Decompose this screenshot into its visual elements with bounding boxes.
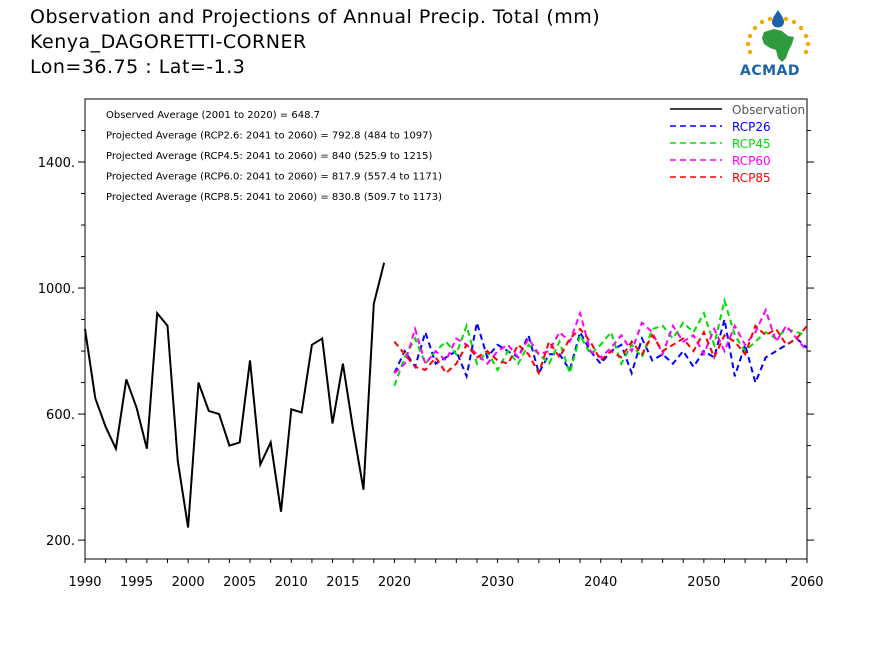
x-tick-label: 2050 (687, 575, 720, 590)
plot-frame (84, 98, 808, 560)
x-tick-label: 2060 (790, 575, 823, 590)
annotation-line: Observed Average (2001 to 2020) = 648.7 (106, 110, 320, 121)
annotation-line: Projected Average (RCP4.5: 2041 to 2060)… (106, 151, 433, 162)
series-rcp45 (393, 296, 808, 387)
series-rcp60 (393, 307, 808, 374)
acmad-logo-icon (745, 10, 811, 62)
y-tick-label: 1400. (38, 156, 75, 171)
annotations: Observed Average (2001 to 2020) = 648.7 P… (106, 110, 442, 203)
legend-label: Observation (732, 103, 805, 117)
axis-ticks (78, 130, 814, 563)
series-lines (84, 262, 808, 528)
legend-label: RCP85 (732, 171, 771, 185)
series-observation (84, 262, 386, 528)
x-tick-labels: 1990 1995 2000 2005 2010 2015 2020 2030 2040 2050… (68, 575, 823, 590)
x-tick-label: 2020 (378, 575, 411, 590)
annotation-line: Projected Average (RCP8.5: 2041 to 2060)… (106, 192, 442, 203)
station-coordinates: Lon=36.75 : Lat=-1.3 (30, 56, 246, 78)
x-tick-label: 2030 (481, 575, 514, 590)
x-tick-label: 2015 (326, 575, 359, 590)
x-tick-label: 2010 (275, 575, 308, 590)
series-rcp26 (393, 319, 808, 386)
y-tick-labels: 200. 600. 1000. 1400. (38, 156, 75, 549)
x-tick-label: 2005 (223, 575, 256, 590)
legend: Observation RCP26 RCP45 RCP60 RCP85 (670, 103, 805, 185)
x-tick-label: 1995 (120, 575, 153, 590)
x-tick-label: 2000 (172, 575, 205, 590)
series-rcp85 (393, 324, 808, 376)
legend-label: RCP26 (732, 120, 771, 134)
legend-label: RCP45 (732, 137, 771, 151)
logo-text: ACMAD (740, 63, 800, 79)
annotation-line: Projected Average (RCP6.0: 2041 to 2060)… (106, 172, 442, 183)
y-tick-label: 600. (46, 408, 75, 423)
y-tick-label: 200. (46, 534, 75, 549)
station-name: Kenya_DAGORETTI-CORNER (30, 31, 307, 53)
x-tick-label: 2040 (584, 575, 617, 590)
legend-label: RCP60 (732, 154, 771, 168)
chart-title: Observation and Projections of Annual Pr… (30, 6, 601, 28)
y-tick-label: 1000. (38, 282, 75, 297)
x-tick-label: 1990 (68, 575, 101, 590)
annotation-line: Projected Average (RCP2.6: 2041 to 2060)… (106, 131, 433, 142)
